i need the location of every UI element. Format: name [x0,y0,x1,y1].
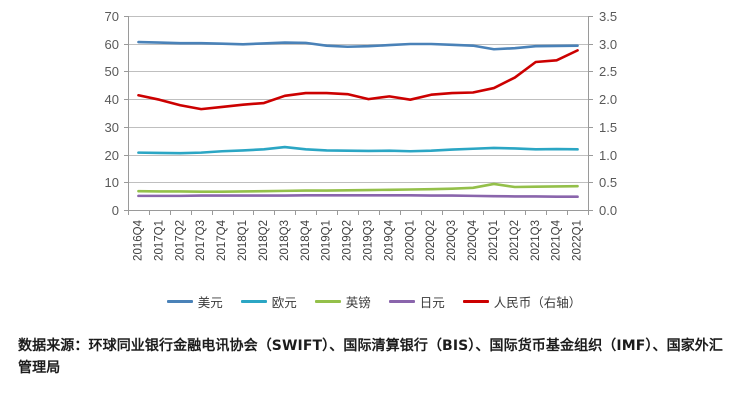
x-axis-tick-label: 2018Q4 [300,219,312,261]
x-axis-tick-label: 2021Q3 [530,220,542,261]
y-axis-right-tick-label: 0.5 [599,175,617,190]
legend-swatch-icon [388,299,415,303]
legend-item-label: 日元 [419,294,445,310]
legend-swatch-icon [314,299,341,303]
y-axis-right: 0.0 0.5 1.0 1.5 2.0 2.5 3.0 3.5 [588,9,617,218]
x-axis-tick-label: 2016Q4 [132,219,144,261]
x-axis-tick-label: 2021Q4 [551,219,563,261]
x-axis-tick-label: 2017Q3 [195,220,207,261]
y-axis-left-tick-label: 40 [105,92,119,107]
y-axis-left: 0 10 20 30 40 50 60 70 [105,9,129,218]
series-line-4 [137,194,579,198]
x-axis-tick-label: 2018Q1 [237,220,249,261]
x-axis-tick-label: 2020Q3 [446,220,458,261]
legend-item-label: 欧元 [271,294,297,310]
legend-item-label: 英镑 [345,294,371,310]
x-axis: 2016Q4 2017Q1 2017Q2 2017Q3 2017Q4 2018Q1 2018… [128,210,589,261]
y-axis-right-tick-label: 2.0 [599,92,617,107]
y-axis-right-tick-label: 2.5 [599,64,617,79]
y-axis-left-tick-label: 60 [105,37,119,52]
x-axis-tick-label: 2020Q4 [467,219,479,261]
x-axis-tick-label: 2019Q1 [321,220,333,261]
y-axis-right-tick-label: 1.0 [599,148,617,163]
x-axis-tick-label: 2018Q3 [279,220,291,261]
legend-item-2[interactable]: 欧元 [240,292,297,311]
x-axis-tick-label: 2018Q2 [258,220,270,261]
x-axis-tick-label: 2021Q2 [509,220,521,261]
x-axis-tick-label: 2017Q1 [153,220,165,261]
y-axis-left-tick-label: 10 [105,175,119,190]
series-line-1 [137,40,579,51]
legend-item-label: 人民币（右轴） [493,294,582,310]
y-axis-left-tick-label: 70 [105,9,119,24]
legend-item-1[interactable]: 美元 [166,292,223,311]
chart-legend: 美元 欧元 英镑 日元 人民币（右轴） [0,288,748,314]
x-axis-tick-label: 2020Q1 [404,220,416,261]
series-line-5 [137,49,579,111]
y-axis-right-tick-label: 3.5 [599,9,617,24]
gridlines [128,16,588,183]
series-group [137,40,579,198]
legend-item-5[interactable]: 人民币（右轴） [462,292,582,311]
x-axis-tick-label: 2019Q2 [342,220,354,261]
legend-item-label: 美元 [197,294,223,310]
x-axis-tick-label: 2020Q2 [425,220,437,261]
legend-item-4[interactable]: 日元 [388,292,445,311]
source-note: 数据来源：环球同业银行金融电讯协会（SWIFT）、国际清算银行（BIS）、国际货… [18,338,724,376]
y-axis-right-tick-label: 0.0 [599,203,617,218]
x-axis-tick-label: 2017Q2 [174,220,186,261]
y-axis-right-tick-label: 1.5 [599,120,617,135]
legend-swatch-icon [462,299,489,303]
chart-figure: 0 10 20 30 40 50 60 70 0.0 0.5 1.0 1.5 2.0 2.5 3.0 3.5 2… [105,9,618,261]
legend-swatch-icon [166,299,193,303]
y-axis-left-tick-label: 20 [105,148,119,163]
x-axis-tick-label: 2017Q4 [216,219,228,261]
x-axis-tick-label: 2019Q4 [383,219,395,261]
x-axis-tick-label: 2019Q3 [362,220,374,261]
series-line-3 [137,182,579,194]
series-line-2 [137,145,579,155]
x-axis-tick-label: 2021Q1 [488,220,500,261]
line-chart: 0 10 20 30 40 50 60 70 0.0 0.5 1.0 1.5 2.0 2.5 3.0 3.5 2… [105,9,618,261]
y-axis-right-tick-label: 3.0 [599,37,617,52]
legend-swatch-icon [240,299,267,303]
legend-item-3[interactable]: 英镑 [314,292,371,311]
y-axis-left-tick-label: 50 [105,64,119,79]
x-axis-tick-label: 2022Q1 [572,220,584,261]
y-axis-left-tick-label: 30 [105,120,119,135]
y-axis-left-tick-label: 0 [112,203,119,218]
